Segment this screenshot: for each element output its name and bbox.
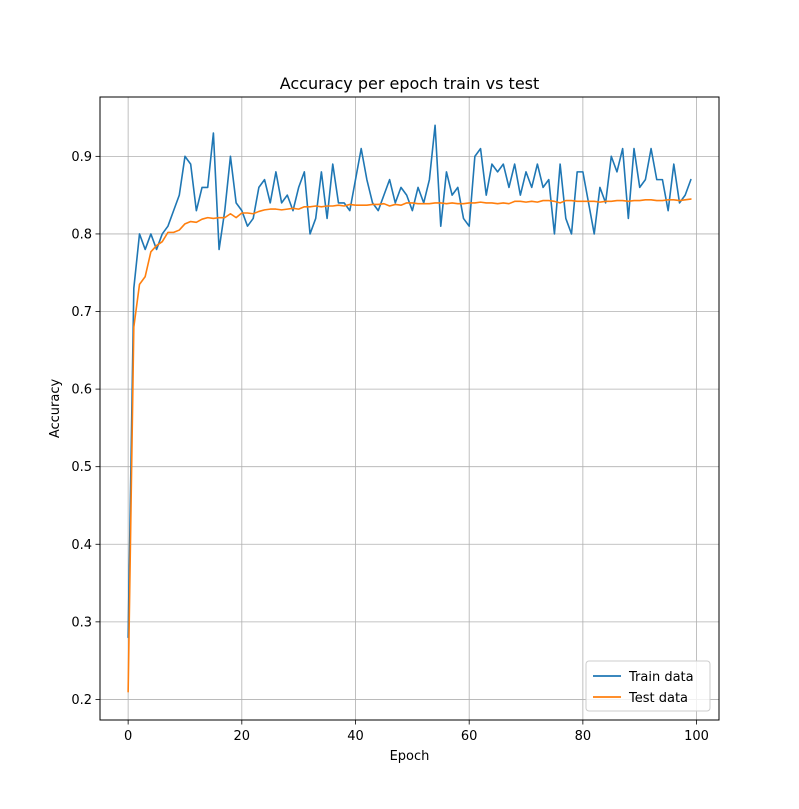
chart-title: Accuracy per epoch train vs test xyxy=(280,74,540,93)
y-tick-label: 0.2 xyxy=(71,693,92,708)
x-tick-label: 60 xyxy=(461,729,478,744)
x-axis-title: Epoch xyxy=(390,749,430,764)
series-line-test-data xyxy=(127,198,692,693)
y-tick-label: 0.9 xyxy=(71,150,92,165)
legend-box xyxy=(585,660,711,712)
legend-label: Test data xyxy=(628,691,688,706)
series-layer xyxy=(127,124,692,693)
plot-frame xyxy=(99,96,720,721)
x-tick-label: 40 xyxy=(347,729,364,744)
y-tick-label: 0.3 xyxy=(71,615,92,630)
y-tick-label: 0.7 xyxy=(71,305,92,320)
y-axis-title: Accuracy xyxy=(48,379,63,439)
y-tick-label: 0.8 xyxy=(71,227,92,242)
x-tick-label: 100 xyxy=(684,729,709,744)
legend: Train data Test data xyxy=(585,660,711,712)
legend-label: Train data xyxy=(628,670,694,685)
ticks: 0 20 40 60 80 100 0.2 0.3 0.4 0.5 0.6 0.7 0.8 0.9 xyxy=(71,150,709,744)
y-tick-label: 0.6 xyxy=(71,383,92,398)
y-tick-label: 0.5 xyxy=(71,460,92,475)
x-tick-label: 0 xyxy=(124,729,132,744)
x-tick-label: 20 xyxy=(234,729,251,744)
x-tick-label: 80 xyxy=(575,729,592,744)
y-tick-label: 0.4 xyxy=(71,538,92,553)
